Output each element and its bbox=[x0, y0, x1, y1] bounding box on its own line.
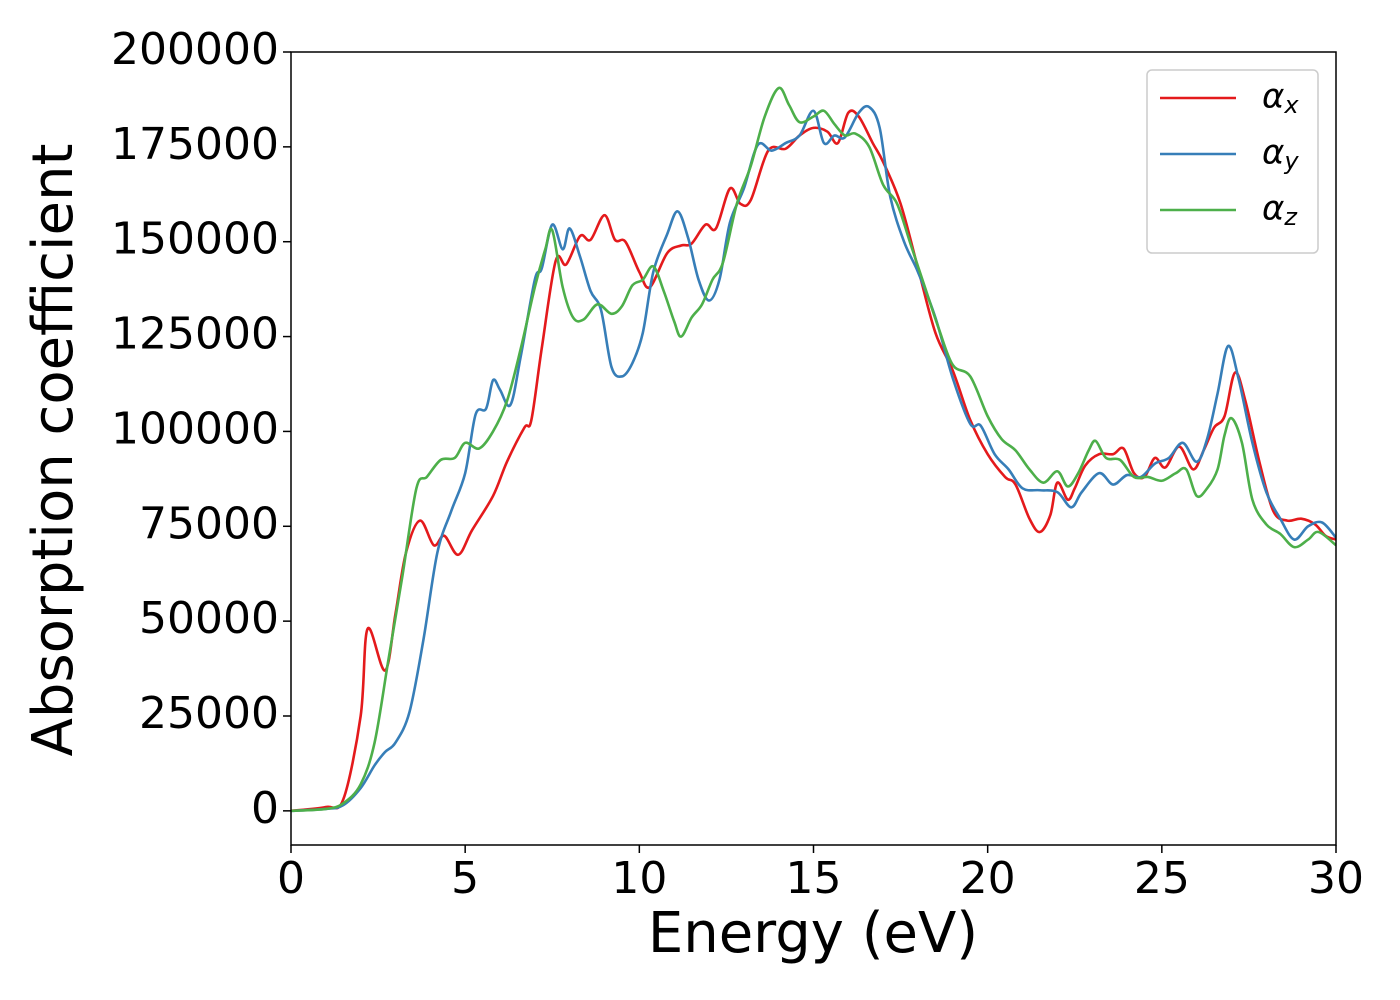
y-tick-label: 50000 bbox=[139, 593, 279, 644]
y-tick-label: 150000 bbox=[111, 214, 279, 265]
x-tick-label: 5 bbox=[451, 853, 479, 904]
data-line bbox=[291, 86, 1336, 813]
y-tick-label: 0 bbox=[251, 783, 279, 834]
x-tick-label: 30 bbox=[1308, 853, 1364, 904]
legend-box bbox=[1146, 69, 1319, 254]
x-tick-label: 10 bbox=[611, 853, 667, 904]
x-tick-label: 25 bbox=[1134, 853, 1190, 904]
y-tick-label: 100000 bbox=[111, 403, 279, 454]
x-tick-label: 15 bbox=[786, 853, 842, 904]
y-tick-label: 75000 bbox=[139, 498, 279, 549]
y-tick-label: 175000 bbox=[111, 119, 279, 170]
y-axis-label: Absorption coefficient bbox=[21, 144, 86, 757]
y-tick-label: 200000 bbox=[111, 24, 279, 75]
y-tick-label: 125000 bbox=[111, 309, 279, 360]
y-tick-label: 25000 bbox=[139, 688, 279, 739]
x-tick-label: 20 bbox=[960, 853, 1016, 904]
plot-frame bbox=[290, 51, 1337, 846]
data-line bbox=[291, 104, 1336, 813]
x-tick-label: 0 bbox=[277, 853, 305, 904]
x-axis-label: Energy (eV) bbox=[648, 901, 978, 966]
